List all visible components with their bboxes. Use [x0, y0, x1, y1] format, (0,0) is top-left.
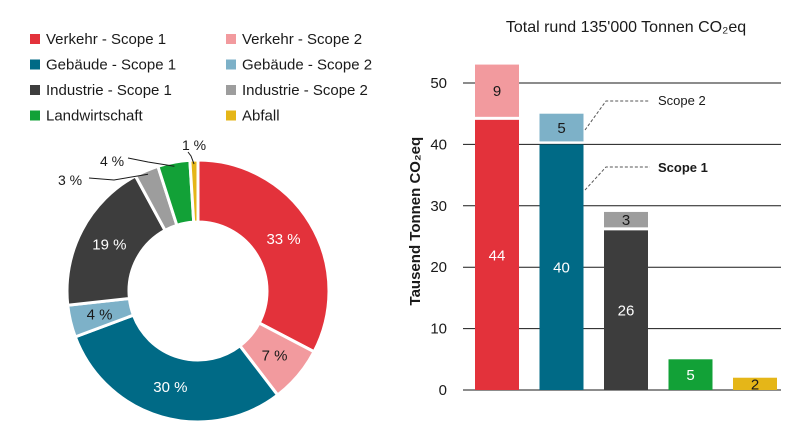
chart-title: Total rund 135'000 Tonnen CO₂eq — [506, 19, 746, 36]
donut-slice-industrie1 — [65, 173, 168, 307]
legend: Verkehr - Scope 1 Verkehr - Scope 2 Gebäud… — [30, 31, 372, 125]
y-tick-20: 20 — [430, 259, 447, 276]
legend-swatch-gebaeude1 — [30, 59, 40, 70]
donut-label-verkehr1: 33 % — [266, 231, 300, 248]
callout-line-abfall — [187, 151, 195, 165]
y-tick-10: 10 — [430, 321, 447, 338]
y-tick-0: 0 — [439, 382, 447, 399]
y-tick-40: 40 — [430, 136, 447, 153]
donut-chart: 33 % 7 % 30 % 4 % 19 % 3 % 4 % 1 % — [58, 137, 331, 424]
legend-label-landwirtschaft: Landwirtschaft — [46, 108, 144, 125]
legend-swatch-industrie2 — [226, 85, 236, 95]
legend-label-verkehr2: Verkehr - Scope 2 — [242, 31, 362, 48]
legend-swatch-verkehr2 — [226, 34, 236, 44]
callout-line-landwirtschaft — [127, 157, 175, 167]
bar-2-segment-1 — [604, 211, 648, 228]
bar-4-segment-0 — [733, 377, 777, 390]
bar-0-segment-1 — [475, 64, 519, 117]
legend-swatch-gebaeude2 — [226, 59, 236, 70]
donut-label-gebaeude2: 4 % — [87, 306, 113, 323]
y-tick-50: 50 — [430, 75, 447, 92]
legend-label-verkehr1: Verkehr - Scope 1 — [46, 31, 166, 48]
donut-label-landwirtschaft: 4 % — [100, 153, 124, 169]
legend-label-gebaeude2: Gebäude - Scope 2 — [242, 57, 372, 74]
legend-label-abfall: Abfall — [242, 108, 280, 125]
bar-1-label-1: 5 — [557, 120, 565, 137]
legend-label-industrie2: Industrie - Scope 2 — [242, 82, 368, 99]
callout-line-industrie2 — [88, 173, 149, 181]
bar-2-segment-0 — [604, 230, 648, 390]
bar-1-segment-0 — [539, 144, 584, 390]
bar-0-label-0: 44 — [489, 247, 506, 264]
annotation-line-scope2 — [584, 100, 650, 131]
donut-label-industrie2: 3 % — [58, 172, 82, 188]
donut-label-abfall: 1 % — [182, 137, 206, 153]
legend-swatch-landwirtschaft — [30, 110, 40, 121]
legend-swatch-verkehr1 — [30, 34, 40, 44]
bar-3-label-0: 5 — [686, 367, 694, 384]
bar-3-segment-0 — [668, 359, 713, 390]
bar-1-label-0: 40 — [553, 260, 570, 277]
bar-4-label-0: 2 — [751, 376, 759, 393]
bar-0-segment-0 — [475, 119, 519, 390]
bar-0-label-1: 9 — [493, 83, 501, 100]
y-tick-30: 30 — [430, 198, 447, 215]
bar-2-label-1: 3 — [622, 212, 630, 229]
annotation-scope1: Scope 1 — [658, 160, 708, 175]
y-axis-title: Tausend Tonnen CO₂eq — [407, 137, 424, 306]
donut-label-verkehr2: 7 % — [262, 347, 288, 364]
legend-swatch-industrie1 — [30, 85, 40, 95]
donut-slice-verkehr1 — [196, 158, 331, 354]
bar-1-segment-1 — [539, 113, 584, 142]
annotation-scope2: Scope 2 — [658, 93, 706, 108]
legend-swatch-abfall — [226, 110, 236, 121]
legend-label-industrie1: Industrie - Scope 1 — [46, 82, 172, 99]
legend-label-gebaeude1: Gebäude - Scope 1 — [46, 57, 176, 74]
annotation-line-scope1 — [584, 166, 650, 191]
bar-2-label-0: 26 — [618, 303, 635, 320]
bar-chart: Total rund 135'000 Tonnen CO₂eq Tausend T… — [407, 19, 781, 399]
donut-label-industrie1: 19 % — [92, 237, 126, 254]
donut-label-gebaeude1: 30 % — [153, 379, 187, 396]
donut-slice-gebaeude1 — [73, 313, 280, 424]
